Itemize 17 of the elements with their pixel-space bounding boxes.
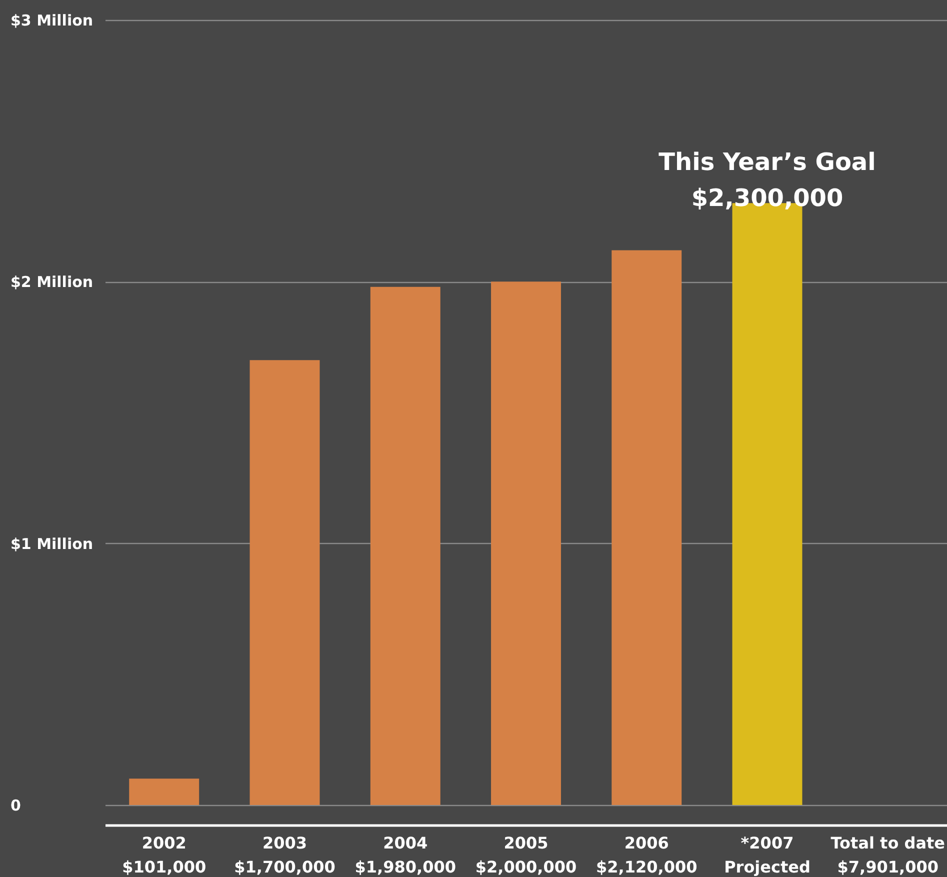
y-tick-label: $1 Million: [10, 534, 94, 553]
bar: [250, 360, 320, 805]
bar: [129, 778, 200, 805]
x-tick-label: 2004 $1,980,000: [354, 834, 456, 876]
x-tick-label: 2006 $2,120,000: [596, 834, 698, 876]
x-tick-label: 2002 $101,000: [122, 834, 206, 876]
bar: [491, 282, 561, 805]
y-tick-label: $3 Million: [10, 12, 94, 30]
y-tick-label: 0: [10, 796, 21, 814]
x-tick-label: 2005 $2,000,000: [475, 834, 577, 876]
y-tick-label: $2 Million: [10, 273, 94, 292]
x-tick-label: 2003 $1,700,000: [234, 834, 336, 876]
bar: [370, 286, 440, 805]
bar: [612, 250, 682, 805]
x-tick-label: *2007 Projected: [724, 834, 810, 876]
annotation: This Year’s Goal $2,300,000: [658, 148, 876, 212]
x-tick-label: Total to date $7,901,000: [830, 834, 946, 876]
